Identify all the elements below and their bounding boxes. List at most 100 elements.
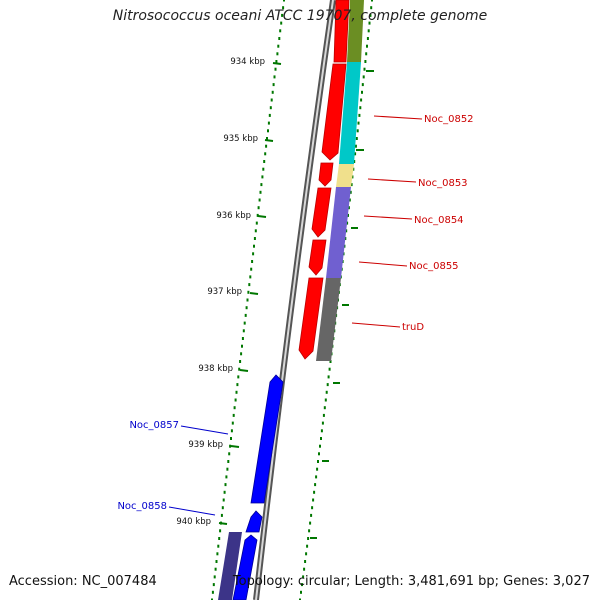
accession-label: Accession: NC_007484: [9, 574, 157, 589]
scale-dot: [282, 6, 285, 10]
scale-dot: [360, 98, 363, 102]
scale-dot: [265, 144, 268, 148]
scale-dot: [272, 83, 275, 87]
scale-tick: [257, 215, 267, 218]
cog-segment-purple: [326, 187, 351, 278]
scale-dot: [306, 544, 309, 548]
scale-dot: [326, 383, 329, 387]
scale-dot: [253, 244, 255, 248]
scale-dot: [269, 106, 272, 110]
scale-dot: [308, 529, 311, 533]
scale-label-936: 936 kbp: [216, 211, 251, 221]
scale-dot: [267, 121, 270, 125]
gene-label-noc-0852[interactable]: Noc_0852: [424, 114, 474, 125]
scale-dot: [327, 375, 330, 379]
scale-dot: [354, 152, 357, 156]
scale-label-937: 937 kbp: [207, 287, 242, 297]
scale-dot: [260, 183, 263, 187]
scale-dot: [255, 221, 258, 225]
scale-dot: [246, 298, 249, 302]
scale-label-939: 939 kbp: [188, 440, 223, 450]
scale-dot: [345, 229, 348, 233]
cog-segment-yellow: [336, 164, 354, 187]
scale-dot: [277, 44, 280, 48]
scale-dot: [307, 537, 310, 540]
scale-dot: [261, 175, 264, 179]
scale-dot: [350, 183, 353, 187]
cog-segment-navy: [218, 532, 242, 600]
scale-dot: [278, 37, 281, 40]
scale-tick: [230, 445, 240, 448]
genome-backbone-highlight: [255, 0, 334, 600]
gene-label-noc-0854[interactable]: Noc_0854: [414, 215, 464, 226]
gene-arrow-noc-0854: [311, 187, 332, 238]
scale-dot: [320, 437, 322, 440]
scale-dot: [275, 60, 278, 63]
scale-dot: [243, 321, 246, 325]
scale-tick: [239, 369, 249, 372]
leader-line-noc-0852: [373, 115, 423, 120]
scale-dot: [356, 129, 359, 133]
leader-line-noc-0853: [367, 178, 417, 183]
scale-dot: [316, 467, 319, 471]
scale-dot: [318, 452, 320, 456]
gene-arrow-trud: [298, 277, 324, 360]
scale-dot: [256, 213, 259, 217]
scale-dot: [281, 13, 284, 17]
cog-segment-gray: [316, 278, 341, 361]
gene-label-noc-0855[interactable]: Noc_0855: [409, 261, 459, 272]
gene-label-noc-0853[interactable]: Noc_0853: [418, 178, 468, 189]
gene-label-noc-0857[interactable]: Noc_0857: [129, 420, 179, 431]
scale-dot: [235, 390, 238, 394]
scale-dot: [239, 360, 242, 363]
scale-dot: [369, 13, 372, 17]
scale-dot: [244, 313, 247, 317]
scale-dot: [222, 498, 225, 502]
scale-dot: [322, 413, 325, 417]
scale-dot: [368, 21, 371, 25]
scale-dot: [225, 475, 228, 479]
scale-dot: [268, 113, 271, 117]
scale-dot: [214, 567, 217, 571]
gene-label-noc-0858[interactable]: Noc_0858: [117, 501, 167, 512]
scale-dot: [361, 83, 364, 87]
gene-arrow-noc-0853: [318, 162, 334, 187]
scale-label-938: 938 kbp: [198, 364, 233, 374]
scale-dot: [347, 206, 350, 210]
scale-dot: [362, 75, 365, 79]
scale-dot: [320, 429, 323, 433]
scale-dot: [220, 513, 223, 517]
right-ticks: [310, 70, 374, 539]
scale-dot: [302, 575, 305, 579]
gene-arrow-noc-0852: [321, 63, 347, 161]
scale-dot: [212, 583, 215, 587]
gene-label-trud[interactable]: truD: [402, 322, 424, 333]
scale-dot: [346, 221, 349, 225]
scale-ticks: 934 kbp 935 kbp 936 kbp 937 kbp 938 kbp …: [176, 57, 282, 527]
scale-dot: [370, 6, 373, 10]
scale-dot: [227, 460, 230, 463]
scale-dot: [217, 544, 220, 548]
scale-dot: [314, 483, 317, 487]
scale-dot: [317, 460, 319, 463]
scale-dot: [359, 106, 362, 110]
scale-dot: [274, 67, 277, 71]
scale-dot: [259, 190, 262, 194]
scale-dot: [279, 29, 282, 33]
genome-summary: Topology: circular; Length: 3,481,691 bp…: [232, 574, 590, 589]
scale-dot: [254, 229, 257, 233]
scale-dot: [319, 444, 321, 448]
gene-arrow-noc-0858: [245, 510, 263, 533]
scale-dot: [309, 521, 312, 525]
scale-dot: [252, 252, 255, 256]
genome-backbone: [253, 0, 336, 600]
scale-dot: [276, 52, 279, 56]
scale-dot: [241, 337, 244, 340]
scale-dot: [226, 467, 229, 471]
scale-label-940: 940 kbp: [176, 517, 211, 527]
scale-dot: [240, 352, 243, 356]
scale-label-934: 934 kbp: [230, 57, 265, 67]
cog-segment-cyan: [339, 62, 361, 164]
scale-dot: [218, 537, 221, 540]
